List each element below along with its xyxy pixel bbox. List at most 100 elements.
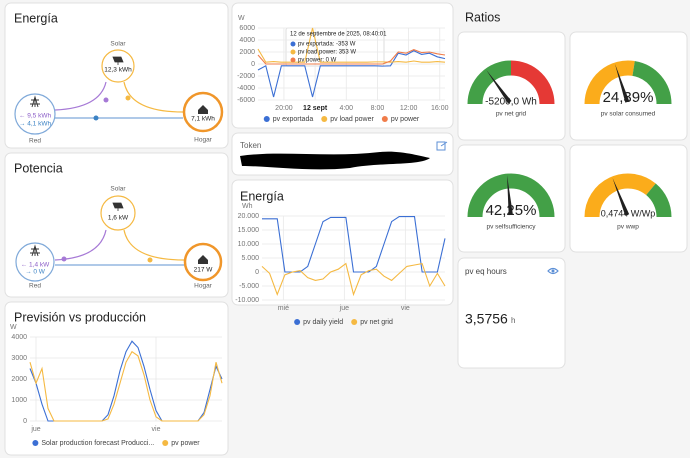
card-title: Token bbox=[240, 141, 261, 150]
gauge-segment bbox=[645, 183, 672, 218]
flow-dot bbox=[61, 256, 67, 262]
legend-swatch bbox=[162, 440, 169, 446]
y-tick-label: -4000 bbox=[237, 85, 255, 92]
legend-label: pv exportada bbox=[273, 116, 314, 123]
series-line bbox=[261, 262, 446, 297]
gauge-segment bbox=[467, 173, 555, 218]
legend-label: pv power bbox=[391, 116, 420, 123]
y-tick-label: -10.000 bbox=[235, 297, 259, 304]
legend-swatch bbox=[381, 116, 388, 122]
gauge-name: pv wwp bbox=[617, 224, 639, 231]
redacted-token bbox=[240, 151, 430, 170]
x-tick-label: jue bbox=[30, 426, 40, 433]
y-tick-label: 20.000 bbox=[238, 213, 260, 220]
flow-line bbox=[123, 81, 184, 113]
node-label: Red bbox=[29, 138, 41, 145]
legend-swatch bbox=[294, 319, 301, 325]
eye-icon bbox=[547, 267, 559, 275]
card-title: pv eq hours bbox=[465, 267, 507, 276]
gauge-card bbox=[457, 31, 566, 141]
series-line bbox=[257, 49, 446, 65]
x-tick-label: jue bbox=[339, 305, 349, 312]
tooltip-title: 12 de septiembre de 2025, 08:40:01 bbox=[290, 32, 387, 38]
node-value: 217 W bbox=[194, 267, 214, 274]
section-title: Ratios bbox=[465, 10, 500, 24]
x-tick-label: 12:00 bbox=[400, 105, 418, 112]
y-tick-label: 4000 bbox=[239, 37, 255, 44]
y-tick-label: 0 bbox=[255, 269, 259, 276]
node-value: 1,6 kW bbox=[108, 215, 129, 222]
node-label: Hogar bbox=[194, 137, 213, 144]
gauge-segment bbox=[632, 61, 672, 105]
gauge-name: pv solar consumed bbox=[601, 111, 656, 118]
flow-dot bbox=[125, 95, 131, 101]
y-tick-label: 0 bbox=[23, 418, 27, 425]
gauge-needle bbox=[507, 175, 513, 216]
unit-label: W bbox=[238, 15, 245, 22]
gauge-value: 0,4744 W/Wp bbox=[601, 208, 656, 218]
x-tick-label: 12 sept bbox=[303, 105, 328, 112]
y-tick-label: -2000 bbox=[237, 73, 255, 80]
y-tick-label: -6000 bbox=[237, 97, 255, 104]
legend-swatch bbox=[321, 116, 328, 122]
unit-label: Wh bbox=[242, 203, 253, 210]
node-value: 7,1 kWh bbox=[191, 116, 215, 123]
y-tick-label: 10.000 bbox=[238, 241, 260, 248]
node-label: Solar bbox=[110, 186, 126, 193]
legend-swatch bbox=[351, 319, 358, 325]
gauge-needle bbox=[612, 177, 630, 216]
solar-node bbox=[101, 49, 135, 83]
forecast-card bbox=[4, 301, 229, 456]
card-title: Energía bbox=[14, 11, 58, 25]
eye-icon bbox=[551, 269, 555, 273]
grid-icon bbox=[30, 95, 40, 108]
eq-hours-card bbox=[457, 257, 566, 369]
node-label: Solar bbox=[110, 41, 126, 48]
legend-label: Solar production forecast Producci... bbox=[41, 440, 154, 447]
tooltip-line: pv load power: 353 W bbox=[298, 50, 356, 56]
gauge-value: 42,25% bbox=[486, 202, 537, 219]
y-tick-label: 4000 bbox=[11, 334, 27, 341]
tooltip-swatch bbox=[290, 57, 296, 63]
sensor-value: 3,5756 bbox=[465, 311, 508, 327]
node-value: 12,3 kWh bbox=[104, 67, 132, 74]
y-tick-label: 5.000 bbox=[241, 255, 259, 262]
series-line bbox=[257, 27, 446, 63]
x-tick-label: 20:00 bbox=[275, 105, 293, 112]
solar-node bbox=[100, 195, 136, 231]
grid-node bbox=[15, 242, 55, 282]
y-tick-label: 0 bbox=[251, 61, 255, 68]
legend-swatch bbox=[263, 116, 270, 122]
y-tick-label: 2000 bbox=[11, 376, 27, 383]
unit-label: W bbox=[10, 324, 17, 331]
x-tick-label: vie bbox=[152, 426, 161, 433]
legend: pv daily yield pv net grid bbox=[294, 319, 393, 326]
node-label: Red bbox=[29, 283, 41, 290]
grid-out: → 4,1 kWh bbox=[19, 121, 52, 128]
solar-icon bbox=[112, 56, 124, 65]
node-label: Hogar bbox=[194, 283, 213, 290]
card-title: Potencia bbox=[14, 161, 63, 175]
y-tick-label: 6000 bbox=[239, 25, 255, 32]
legend: Solar production forecast Producci... pv … bbox=[32, 440, 200, 447]
legend-label: pv net grid bbox=[360, 319, 393, 326]
gauge-value: -5200,0 Wh bbox=[485, 97, 537, 108]
legend-label: pv load power bbox=[330, 116, 374, 123]
solar-icon bbox=[112, 202, 124, 211]
grid-icon bbox=[30, 244, 40, 257]
gauge-value: 24,39% bbox=[603, 89, 654, 106]
flow-line bbox=[123, 229, 185, 261]
home-icon bbox=[198, 255, 208, 264]
grid-in: ← 9,5 kWh bbox=[19, 113, 52, 120]
gauge-card bbox=[569, 144, 688, 253]
y-tick-label: 2000 bbox=[239, 49, 255, 56]
flow-dot bbox=[103, 97, 109, 103]
legend-label: pv power bbox=[171, 440, 200, 447]
gauge-name: pv selfsufficiency bbox=[486, 224, 536, 231]
legend-swatch bbox=[32, 440, 39, 446]
grid-out: → 0 W bbox=[25, 269, 46, 276]
x-tick-label: mié bbox=[278, 305, 289, 312]
x-tick-label: vie bbox=[401, 305, 410, 312]
grid-node bbox=[14, 93, 56, 135]
